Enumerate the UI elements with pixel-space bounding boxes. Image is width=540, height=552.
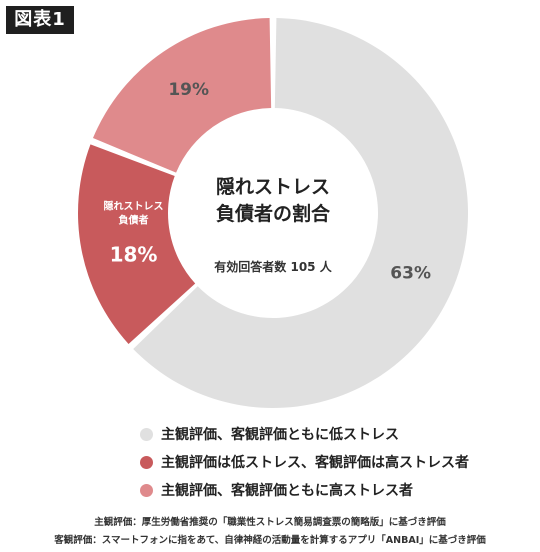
legend-swatch-high-high: [140, 483, 153, 497]
footnote-subjective: 主観評価：厚生労働省推奨の「職業性ストレス簡易調査票の簡略版」に基づき評価: [94, 517, 446, 528]
legend-item-hidden-stress: 主観評価は低ストレス、客観評価は高ストレス者: [140, 448, 469, 476]
footnote-objective: 客観評価：スマートフォンに指をあて、自律神経の活動量を計算するアプリ「ANBAI…: [54, 535, 486, 546]
slice-high-high: [92, 18, 272, 173]
slice-value-label: 19%: [168, 80, 209, 100]
figure-label: 図表1: [6, 6, 74, 34]
slice-hidden-stress: [78, 144, 196, 344]
legend-label-hidden-stress: 主観評価は低ストレス、客観評価は高ストレス者: [161, 455, 469, 471]
footnotes: 主観評価：厚生労働省推奨の「職業性ストレス簡易調査票の簡略版」に基づき評価 客観…: [0, 514, 540, 550]
legend-label-low-low: 主観評価、客観評価ともに低ストレス: [161, 427, 399, 443]
slice-label-hidden-stress-line: 隠れストレス: [104, 200, 164, 213]
center-subtitle: 有効回答者数 105 人: [214, 259, 332, 274]
slice-value-label: 18%: [110, 243, 158, 267]
legend-item-high-high: 主観評価、客観評価ともに高ストレス者: [140, 476, 469, 504]
legend-swatch-hidden-stress: [140, 455, 153, 469]
center-title-line: 隠れストレス: [216, 176, 330, 198]
legend-swatch-low-low: [140, 427, 153, 441]
slice-value-label: 63%: [390, 264, 431, 284]
legend-item-low-low: 主観評価、客観評価ともに低ストレス: [140, 420, 469, 448]
center-title-line: 負債者の割合: [216, 202, 331, 225]
slice-label-hidden-stress-line: 負債者: [119, 214, 149, 227]
legend-label-high-high: 主観評価、客観評価ともに高ストレス者: [161, 483, 413, 499]
slice-low-low: [133, 18, 468, 409]
legend: 主観評価、客観評価ともに低ストレス 主観評価は低ストレス、客観評価は高ストレス者…: [140, 420, 469, 504]
